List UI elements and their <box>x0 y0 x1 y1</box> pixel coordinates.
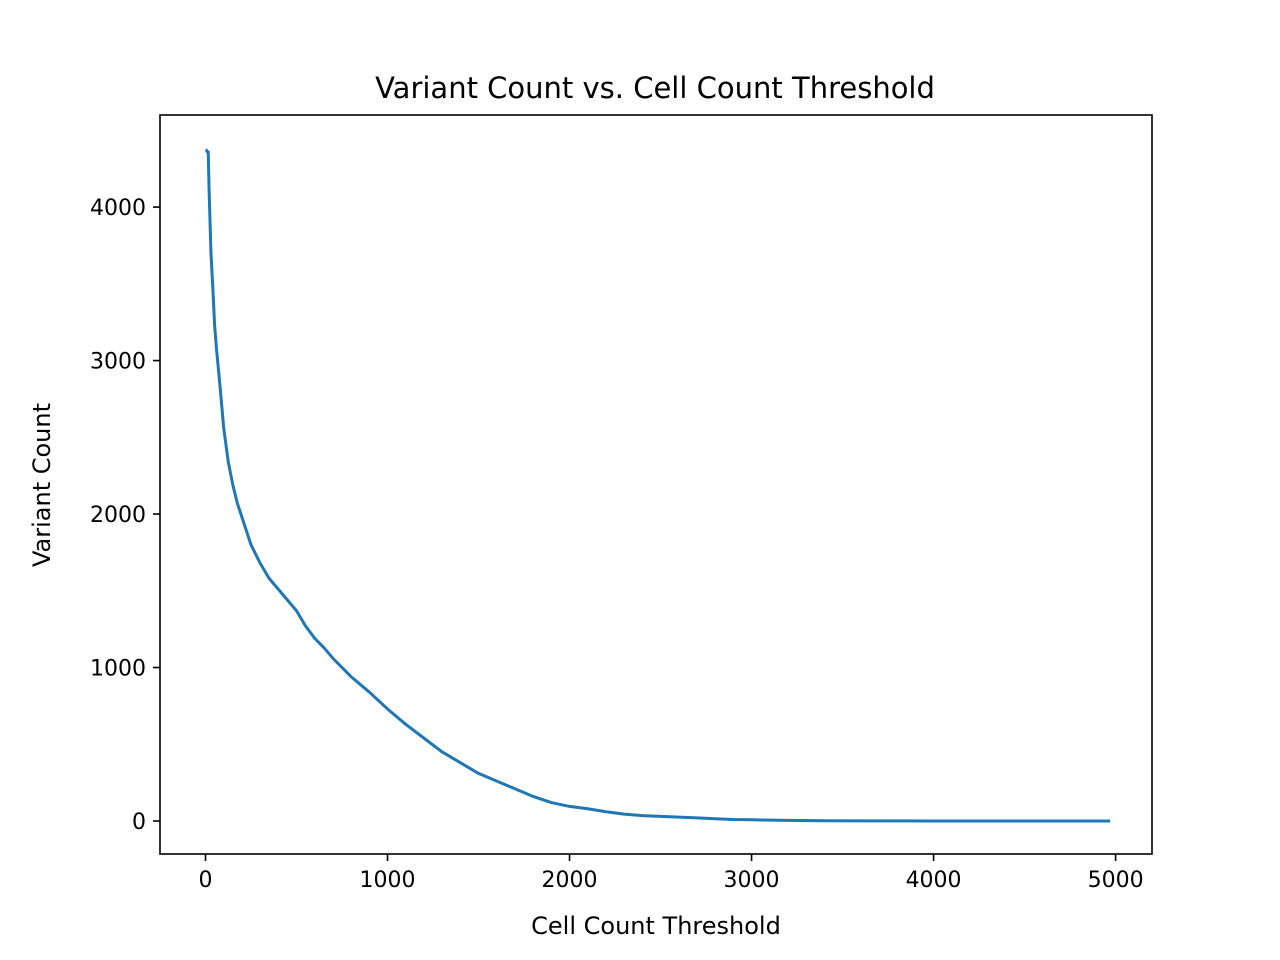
x-tick-label: 0 <box>199 868 213 893</box>
y-tick-label: 4000 <box>90 196 146 221</box>
axes-frame <box>159 114 1153 855</box>
x-tick-label: 2000 <box>542 868 598 893</box>
x-tick-label: 5000 <box>1088 868 1144 893</box>
series-line-0 <box>204 148 1111 823</box>
x-tick-label: 3000 <box>724 868 780 893</box>
y-tick-label: 0 <box>132 810 146 835</box>
plot-area <box>204 148 1111 823</box>
x-axis-label: Cell Count Threshold <box>531 912 781 940</box>
x-tick-label: 1000 <box>360 868 416 893</box>
y-tick-label: 1000 <box>90 657 146 682</box>
y-tick-label: 3000 <box>90 350 146 375</box>
y-axis-label: Variant Count <box>28 403 56 567</box>
x-tick-label: 4000 <box>906 868 962 893</box>
y-axis: 0 1000 2000 3000 4000 <box>90 196 160 835</box>
x-axis: 0 1000 2000 3000 4000 5000 <box>199 854 1144 893</box>
y-tick-label: 2000 <box>90 503 146 528</box>
chart-title: Variant Count vs. Cell Count Threshold <box>375 71 935 105</box>
